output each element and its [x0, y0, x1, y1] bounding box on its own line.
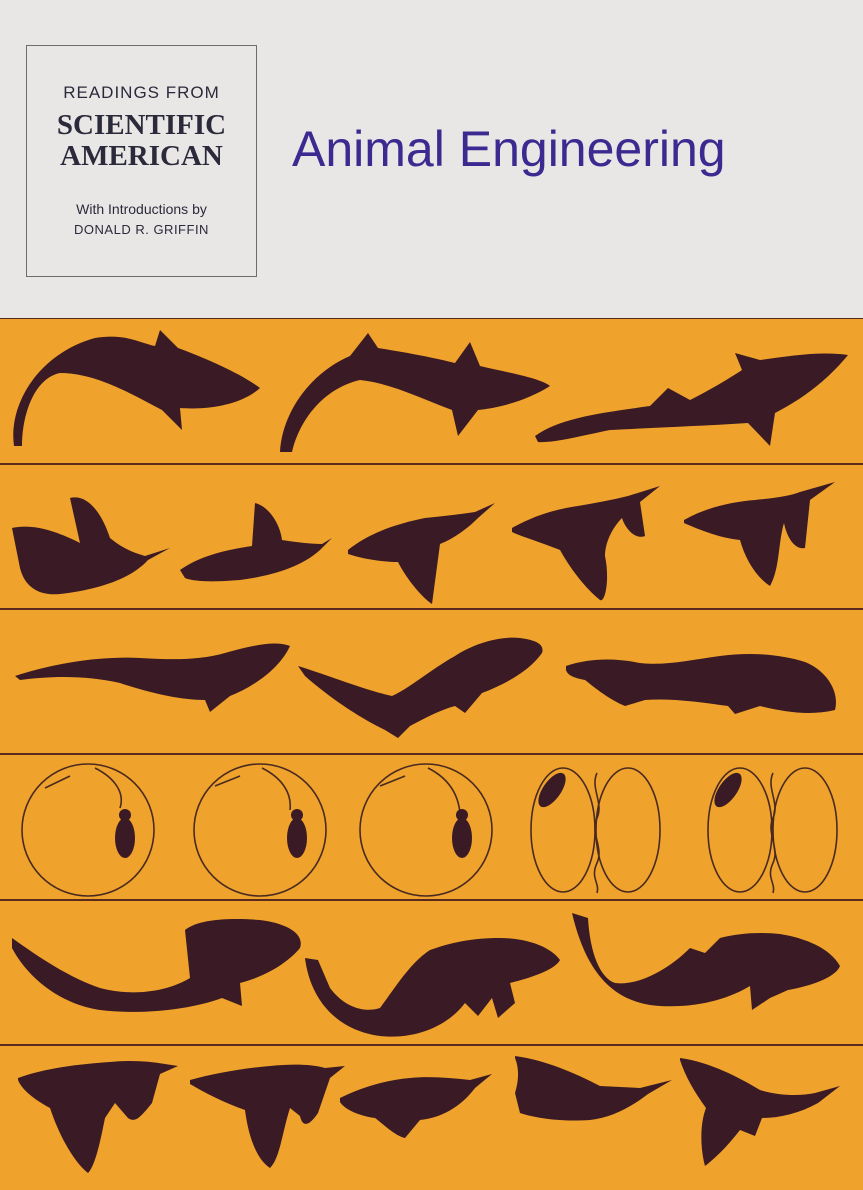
fly-flight-path: [530, 767, 661, 894]
bat-silhouette-icon: [348, 503, 495, 604]
fish-silhouette-icon: [572, 913, 840, 1010]
fly-flight-path: [359, 763, 493, 897]
bat-silhouette-icon: [680, 1058, 840, 1166]
series-box: READINGS FROM SCIENTIFIC AMERICAN With I…: [26, 45, 257, 277]
fish-silhouette-icon: [305, 938, 560, 1037]
fly-icon: [115, 809, 135, 858]
author-name: DONALD R. GRIFFIN: [74, 222, 209, 237]
newt-silhouette-icon: [566, 654, 836, 714]
series-name-line2: AMERICAN: [60, 140, 223, 172]
fly-flight-path: [193, 763, 327, 897]
newt-silhouette-icon: [15, 643, 290, 712]
fish-silhouette-icon: [12, 919, 301, 1012]
animal-silhouettes-illustration: [0, 318, 863, 1173]
fly-icon: [538, 772, 566, 808]
book-title: Animal Engineering: [292, 121, 726, 177]
newt-silhouette-icon: [298, 637, 543, 738]
shark-silhouette-icon: [13, 330, 260, 446]
shark-silhouette-icon: [280, 333, 550, 452]
series-name-line1: SCIENTIFIC: [56, 109, 227, 141]
fly-icon: [287, 809, 307, 858]
bat-silhouette-icon: [512, 486, 660, 601]
bat-silhouette-icon: [684, 482, 835, 586]
cover-top-panel: READINGS FROM SCIENTIFIC AMERICAN With I…: [0, 0, 863, 318]
fly-flight-path: [21, 763, 155, 897]
bat-silhouette-icon: [515, 1056, 672, 1121]
bat-silhouette-icon: [190, 1064, 345, 1168]
bat-silhouette-icon: [18, 1060, 178, 1173]
fly-flight-path: [707, 767, 838, 894]
bat-silhouette-icon: [180, 503, 332, 582]
series-name: SCIENTIFIC AMERICAN: [27, 110, 256, 172]
fly-icon: [452, 809, 472, 858]
bat-silhouette-icon: [340, 1074, 492, 1138]
shark-silhouette-icon: [535, 353, 848, 446]
fly-icon: [714, 772, 742, 808]
series-line: READINGS FROM: [63, 83, 220, 102]
bat-silhouette-icon: [12, 497, 170, 595]
intro-credit: With Introductions by: [76, 201, 207, 217]
